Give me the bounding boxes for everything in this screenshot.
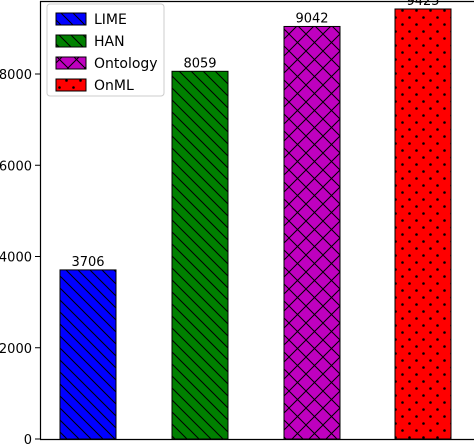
y-tick-label: 6000 — [0, 159, 32, 174]
data-label-han: 8059 — [183, 56, 216, 71]
legend-label-lime: LIME — [94, 12, 127, 28]
data-label-onml: 9425 — [406, 0, 439, 9]
bar-onml-hatch — [394, 8, 452, 440]
legend-label-ontology: Ontology — [94, 56, 158, 72]
y-ticks-group: 0 2000 4000 6000 8000 — [0, 68, 40, 446]
y-tick-label: 8000 — [0, 68, 32, 83]
legend-swatch-han-hatch — [55, 34, 87, 48]
data-label-ontology: 9042 — [295, 11, 328, 26]
bar-lime-hatch — [59, 269, 117, 440]
legend-label-han: HAN — [94, 34, 125, 50]
bar-han-hatch — [171, 70, 229, 440]
y-tick-label: 4000 — [0, 251, 32, 266]
legend-swatch-ontology-hatch — [55, 56, 87, 70]
y-tick-label: 0 — [24, 433, 32, 446]
data-label-lime: 3706 — [71, 255, 104, 270]
legend-frame — [46, 3, 165, 97]
legend-swatch-lime-hatch — [55, 12, 87, 26]
legend-label-onml: OnML — [94, 78, 134, 94]
data-labels-group: 3706 8059 9042 9425 — [71, 0, 439, 270]
y-tick-label: 2000 — [0, 342, 32, 357]
legend: LIME HAN Ontology OnML — [46, 3, 165, 97]
legend-swatch-onml-hatch — [55, 78, 87, 92]
bar-ontology-hatch — [283, 25, 341, 440]
bars-group — [59, 8, 452, 440]
